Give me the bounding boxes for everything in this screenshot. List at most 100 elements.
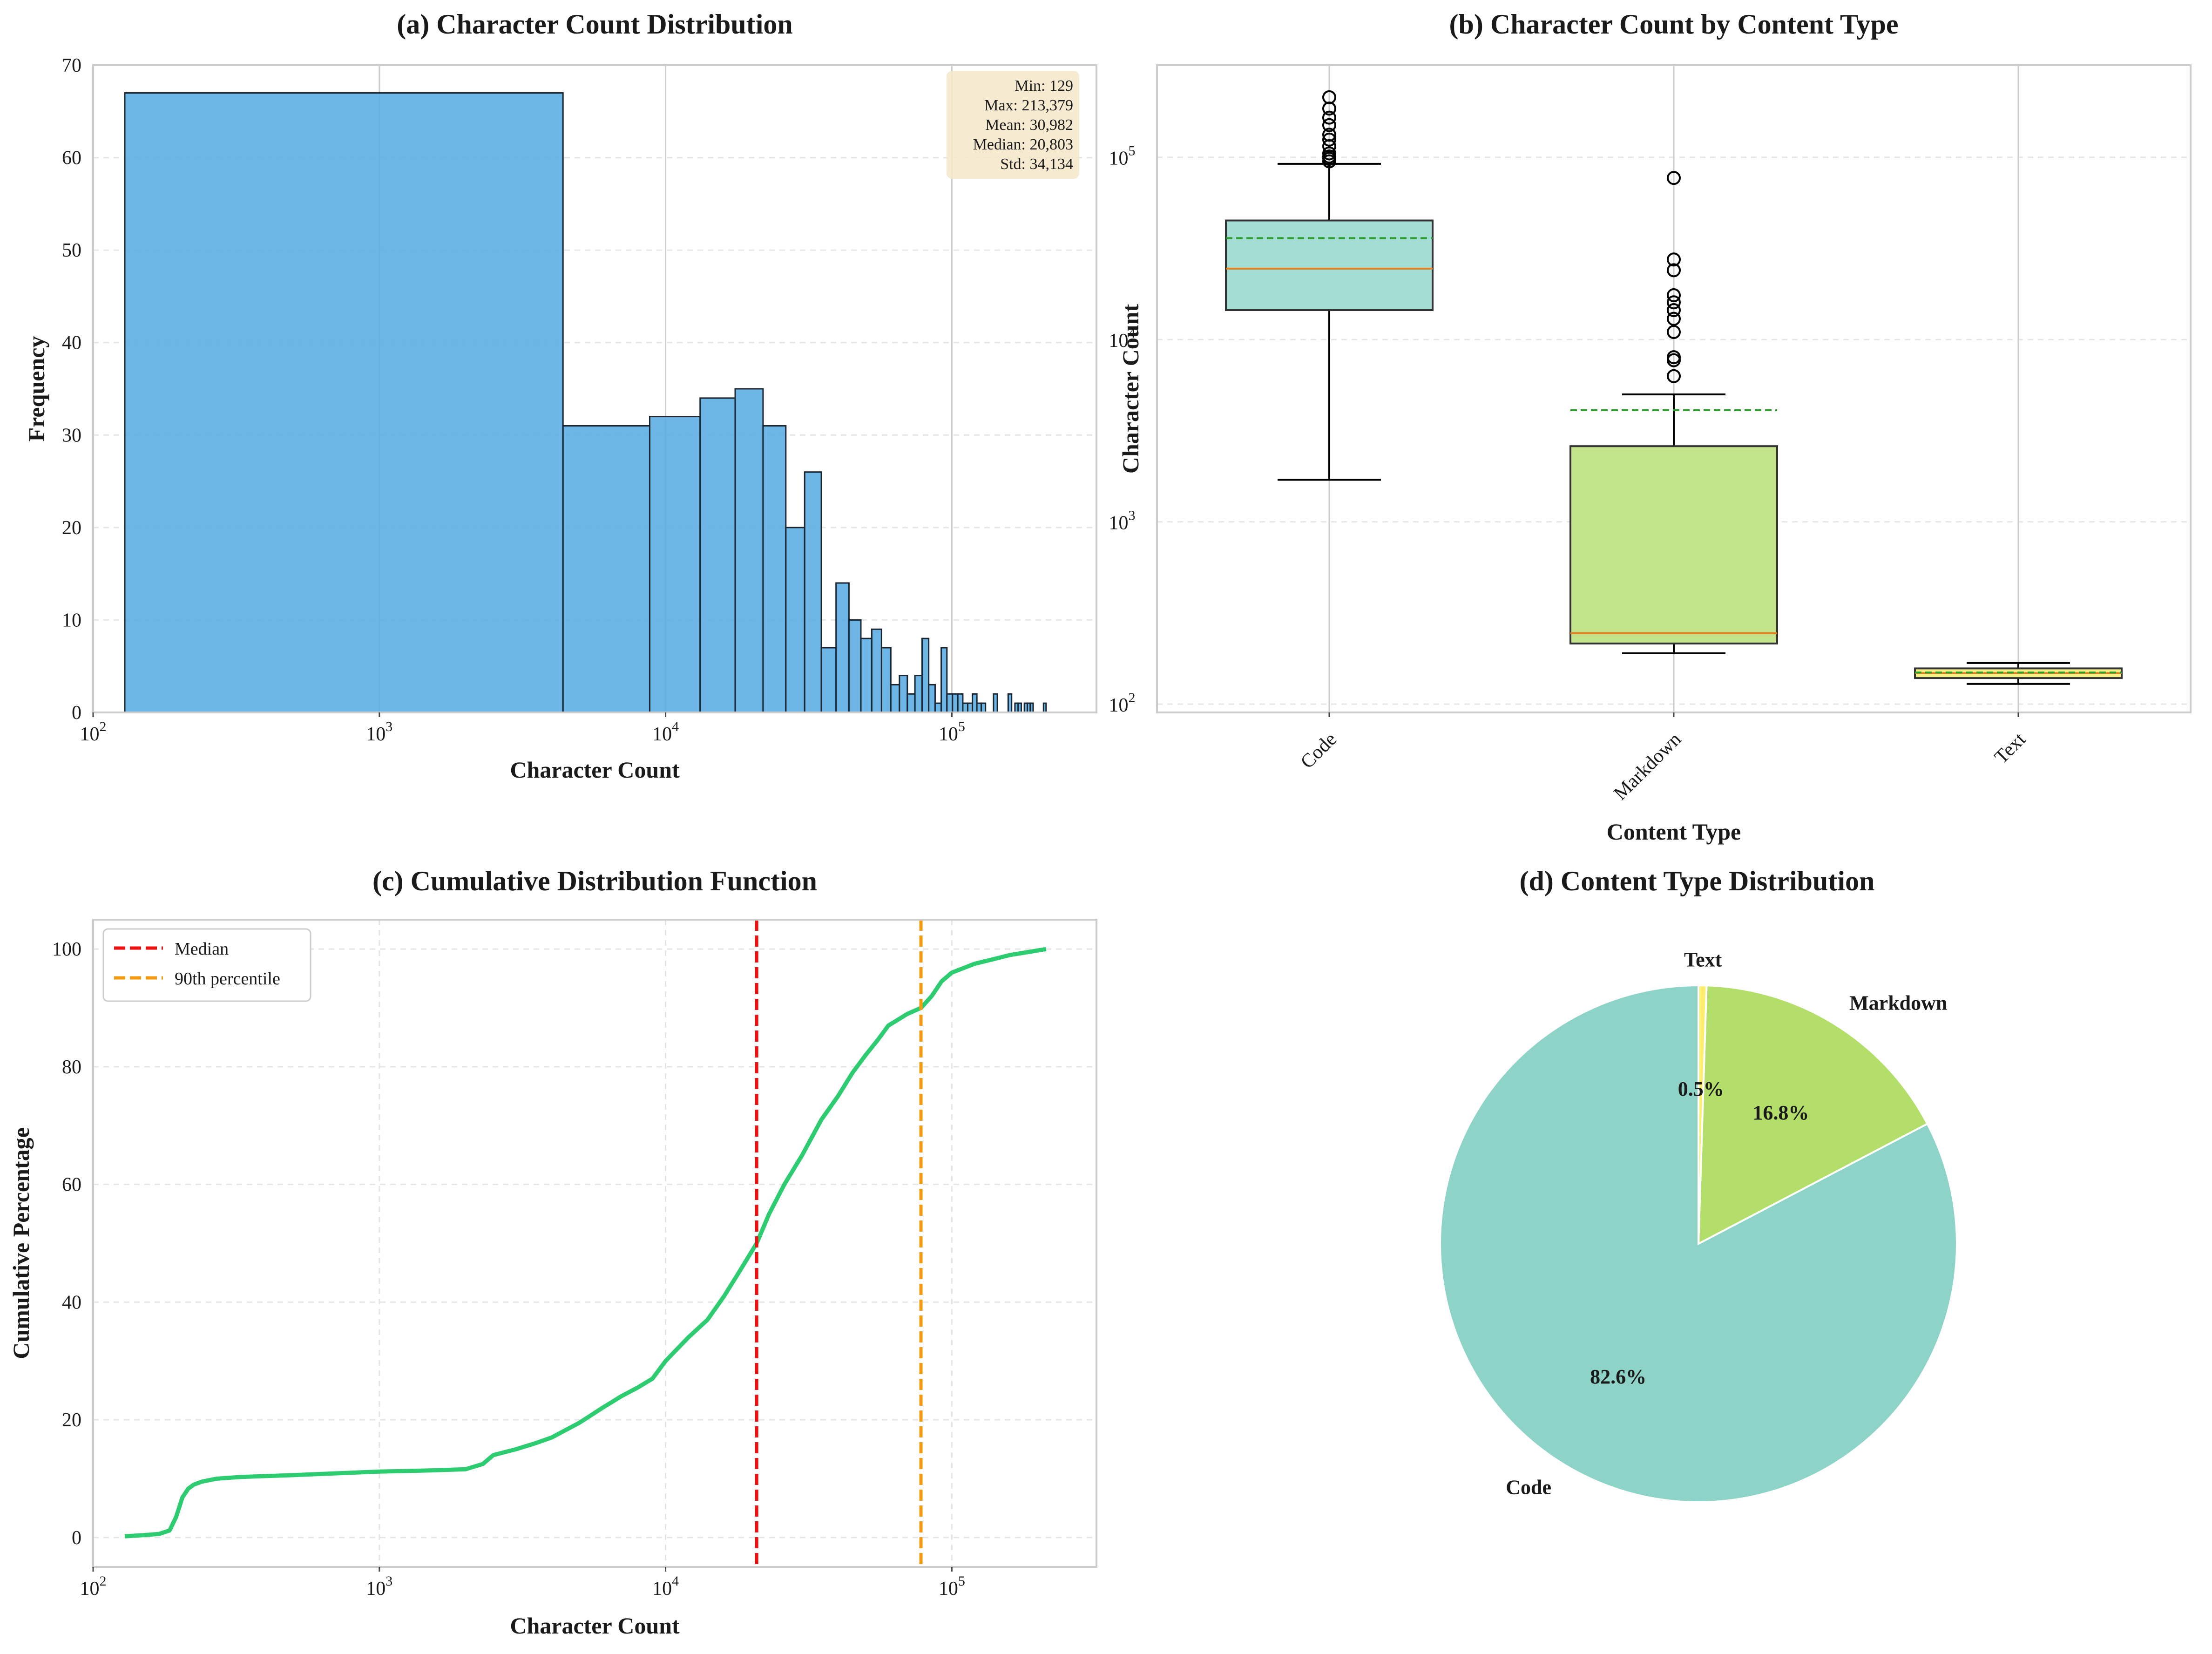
chart-title: (d) Content Type Distribution — [1520, 866, 1875, 896]
y-tick-label: 60 — [62, 1174, 81, 1196]
plot-frame — [92, 919, 1097, 1568]
y-tick-label: 0 — [72, 1527, 81, 1549]
histogram-bar — [1029, 702, 1034, 713]
histogram-bar — [940, 647, 948, 713]
x-tick-label: 104 — [652, 719, 679, 745]
histogram-bar — [562, 425, 650, 713]
x-tick-label: Text — [1990, 728, 2030, 768]
histogram-bar — [899, 675, 908, 713]
y-tick-label-base: 10 — [1109, 330, 1129, 352]
y-tick-label-exp: 3 — [1129, 508, 1136, 523]
x-axis-label: Character Count — [510, 757, 680, 783]
y-tick-label-exp: 2 — [1129, 690, 1136, 705]
chart-title: (b) Character Count by Content Type — [1449, 9, 1898, 40]
outlier-point — [1322, 90, 1336, 104]
histogram-bar — [946, 693, 954, 713]
x-tick-label-exp: 3 — [386, 1573, 392, 1589]
chart-title: (a) Character Count Distribution — [397, 9, 793, 40]
y-tick-label: 40 — [62, 1292, 81, 1313]
y-tick-label: 103 — [1109, 508, 1136, 534]
y-tick-label-exp: 4 — [1129, 325, 1136, 341]
x-tick-label-base: 10 — [80, 724, 100, 745]
x-tick-label-exp: 3 — [386, 719, 392, 734]
histogram-bar — [952, 693, 959, 713]
y-axis-label: Frequency — [23, 336, 49, 442]
pie-percent: 16.8% — [1752, 1101, 1809, 1124]
y-axis-label: Cumulative Percentage — [8, 1127, 34, 1359]
stats-line: Min: 129 — [1015, 77, 1073, 95]
pie-slice-markdown — [1697, 984, 1929, 1246]
y-tick-label: 20 — [62, 1410, 81, 1431]
histogram-bar — [1007, 693, 1013, 713]
histogram-bar — [880, 647, 892, 713]
y-tick-label: 70 — [62, 55, 81, 76]
histogram-bar — [860, 637, 873, 713]
x-tick-label: 105 — [939, 1573, 965, 1600]
y-axis-label: Character Count — [1117, 304, 1143, 474]
x-tick-label-exp: 2 — [100, 719, 107, 734]
stats-box — [947, 71, 1079, 179]
outlier-point — [1667, 312, 1681, 326]
x-tick-label: 102 — [80, 1573, 107, 1600]
histogram-bar — [928, 684, 936, 713]
cdf-line — [124, 947, 1047, 1539]
y-tick-label-base: 10 — [1109, 513, 1129, 534]
box-code — [1225, 90, 1434, 481]
y-tick-label-base: 10 — [1109, 148, 1129, 169]
outlier-point — [1322, 110, 1336, 125]
x-tick-label-base: 10 — [366, 724, 386, 745]
histogram-bar — [871, 628, 882, 713]
x-tick-label-base: 10 — [652, 1578, 672, 1600]
x-axis-label: Character Count — [510, 1613, 680, 1639]
outlier-point — [1667, 263, 1681, 278]
x-tick-label-base: 10 — [366, 1578, 386, 1600]
legend-label-median: Median — [175, 939, 229, 959]
x-tick-label: 105 — [939, 719, 965, 745]
box-markdown — [1569, 171, 1778, 654]
y-tick-label-base: 10 — [1109, 695, 1129, 716]
y-tick-label: 0 — [72, 702, 81, 724]
stats-line: Mean: 30,982 — [985, 116, 1073, 134]
histogram-bar — [124, 92, 564, 713]
chart-title: (c) Cumulative Distribution Function — [372, 866, 817, 896]
outlier-point — [1322, 146, 1336, 161]
histogram-bar — [890, 684, 900, 713]
outlier-point — [1667, 369, 1681, 383]
histogram-bar — [914, 675, 923, 713]
pie-label: Code — [1506, 1476, 1551, 1498]
histogram-bar — [762, 425, 787, 713]
y-tick-label: 40 — [62, 332, 81, 354]
outlier-point — [1667, 303, 1681, 318]
pie-percent: 0.5% — [1678, 1078, 1724, 1100]
x-tick-label: 104 — [652, 1573, 679, 1600]
outlier-point — [1667, 350, 1681, 365]
x-tick-label: Code — [1297, 729, 1341, 773]
pie-slice-text — [1698, 984, 1708, 1244]
histogram-bar — [848, 619, 862, 713]
outlier-point — [1322, 132, 1336, 147]
outlier-point — [1667, 295, 1681, 310]
x-tick-label: 103 — [366, 719, 392, 745]
histogram-bar — [993, 693, 998, 713]
histogram-bar — [962, 702, 968, 713]
y-tick-label: 10 — [62, 610, 81, 631]
x-tick-label-base: 10 — [652, 724, 672, 745]
outlier-point — [1667, 325, 1681, 339]
legend-label-p90: 90th percentile — [175, 969, 280, 989]
histogram-bar — [967, 702, 974, 713]
outlier-point — [1667, 171, 1681, 185]
y-tick-label: 100 — [52, 939, 81, 960]
y-tick-label: 102 — [1109, 690, 1136, 716]
plot-frame — [92, 64, 1097, 713]
stats-line: Max: 213,379 — [984, 97, 1073, 114]
y-tick-label: 105 — [1109, 143, 1136, 169]
outlier-point — [1667, 252, 1681, 267]
pie-label: Markdown — [1849, 992, 1947, 1015]
x-tick-label-base: 10 — [939, 724, 958, 745]
x-tick-label: 102 — [80, 719, 107, 745]
y-tick-label-exp: 5 — [1129, 143, 1136, 159]
y-tick-label: 80 — [62, 1057, 81, 1078]
y-tick-label: 20 — [62, 517, 81, 539]
